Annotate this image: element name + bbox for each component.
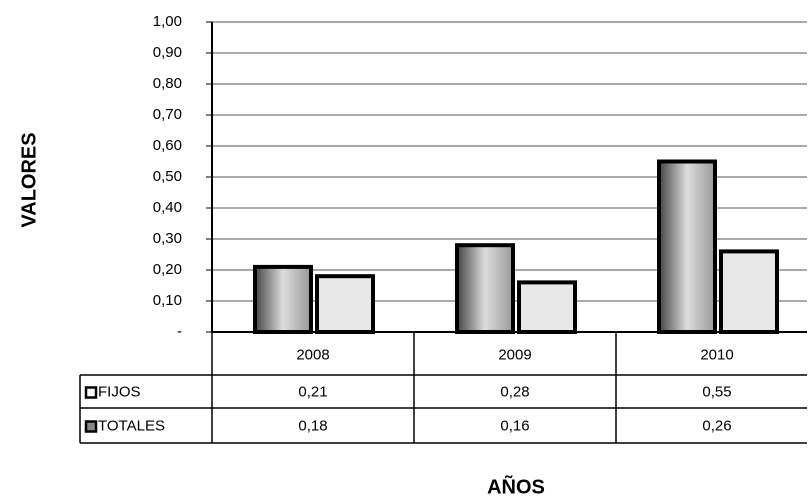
- y-tick-label: 0,20: [153, 261, 182, 278]
- bar: [253, 264, 313, 334]
- x-tick-label: 2009: [498, 346, 531, 363]
- legend-swatch: [84, 386, 98, 399]
- data-label: 0,28: [500, 383, 529, 400]
- y-tick-label: -: [177, 323, 182, 340]
- y-tick-label: 0,80: [153, 75, 182, 92]
- data-label: 0,55: [702, 383, 731, 400]
- bar: [719, 249, 779, 334]
- y-tick-label: 0,90: [153, 44, 182, 61]
- data-label: 0,21: [298, 383, 327, 400]
- legend-label: TOTALES: [98, 417, 165, 434]
- x-axis-title: AÑOS: [487, 475, 545, 498]
- x-tick-label: 2008: [296, 346, 329, 363]
- y-tick-label: 0,50: [153, 168, 182, 185]
- legend-swatch: [84, 420, 98, 433]
- data-label: 0,16: [500, 417, 529, 434]
- bar: [517, 280, 577, 334]
- y-tick-label: 0,70: [153, 106, 182, 123]
- y-tick-label: 0,60: [153, 137, 182, 154]
- y-tick-label: 0,30: [153, 230, 182, 247]
- y-tick-label: 0,10: [153, 292, 182, 309]
- legend-label: FIJOS: [98, 383, 141, 400]
- data-label: 0,18: [298, 417, 327, 434]
- x-tick-label: 2010: [700, 346, 733, 363]
- bar: [315, 274, 375, 335]
- bar: [455, 243, 515, 334]
- y-tick-label: 1,00: [153, 13, 182, 30]
- y-tick-label: 0,40: [153, 199, 182, 216]
- y-axis-title: VALORES: [18, 132, 40, 227]
- data-label: 0,26: [702, 417, 731, 434]
- bar: [657, 159, 717, 334]
